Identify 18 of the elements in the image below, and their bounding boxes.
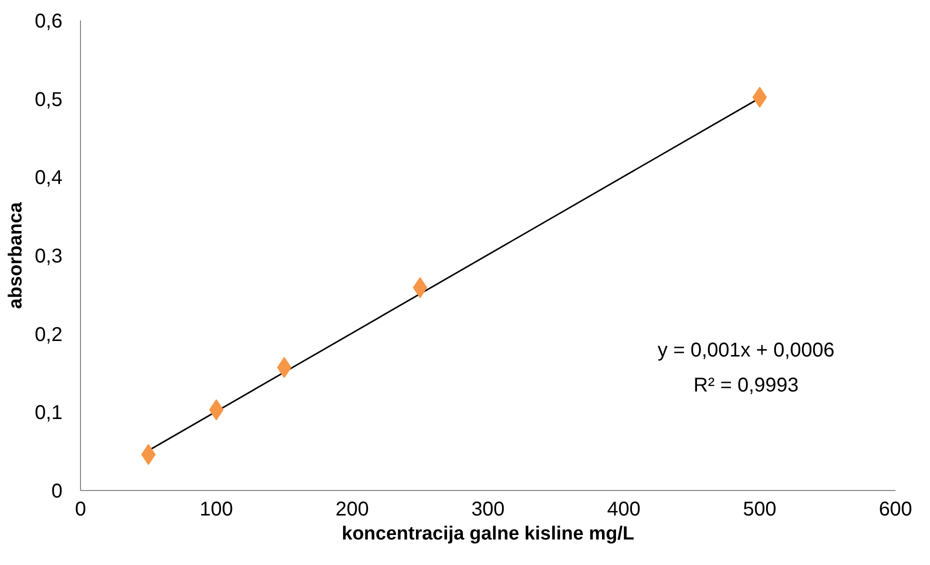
x-tick-label: 0 [74, 498, 86, 520]
x-tick-label: 100 [200, 498, 234, 520]
x-tick-label: 300 [471, 498, 505, 520]
x-tick-label: 600 [878, 498, 912, 520]
x-axis-title: koncentracija galne kisline mg/L [342, 524, 635, 544]
y-tick-label: 0,1 [34, 402, 63, 424]
annotation: y = 0,001x + 0,0006 [658, 339, 834, 362]
y-tick-label: 0 [51, 480, 62, 502]
y-tick-label: 0,2 [34, 324, 63, 346]
x-tick-label: 400 [607, 498, 641, 520]
x-tick-label: 500 [742, 498, 776, 520]
y-tick-label: 0,3 [34, 246, 63, 268]
y-tick-label: 0,5 [34, 88, 63, 111]
annotation: R² = 0,9993 [694, 374, 799, 396]
y-axis-title: absorbanca [6, 202, 27, 309]
y-tick-label: 0,4 [34, 167, 63, 190]
x-tick-label: 200 [335, 498, 369, 520]
y-tick-label: 0,6 [34, 10, 63, 32]
